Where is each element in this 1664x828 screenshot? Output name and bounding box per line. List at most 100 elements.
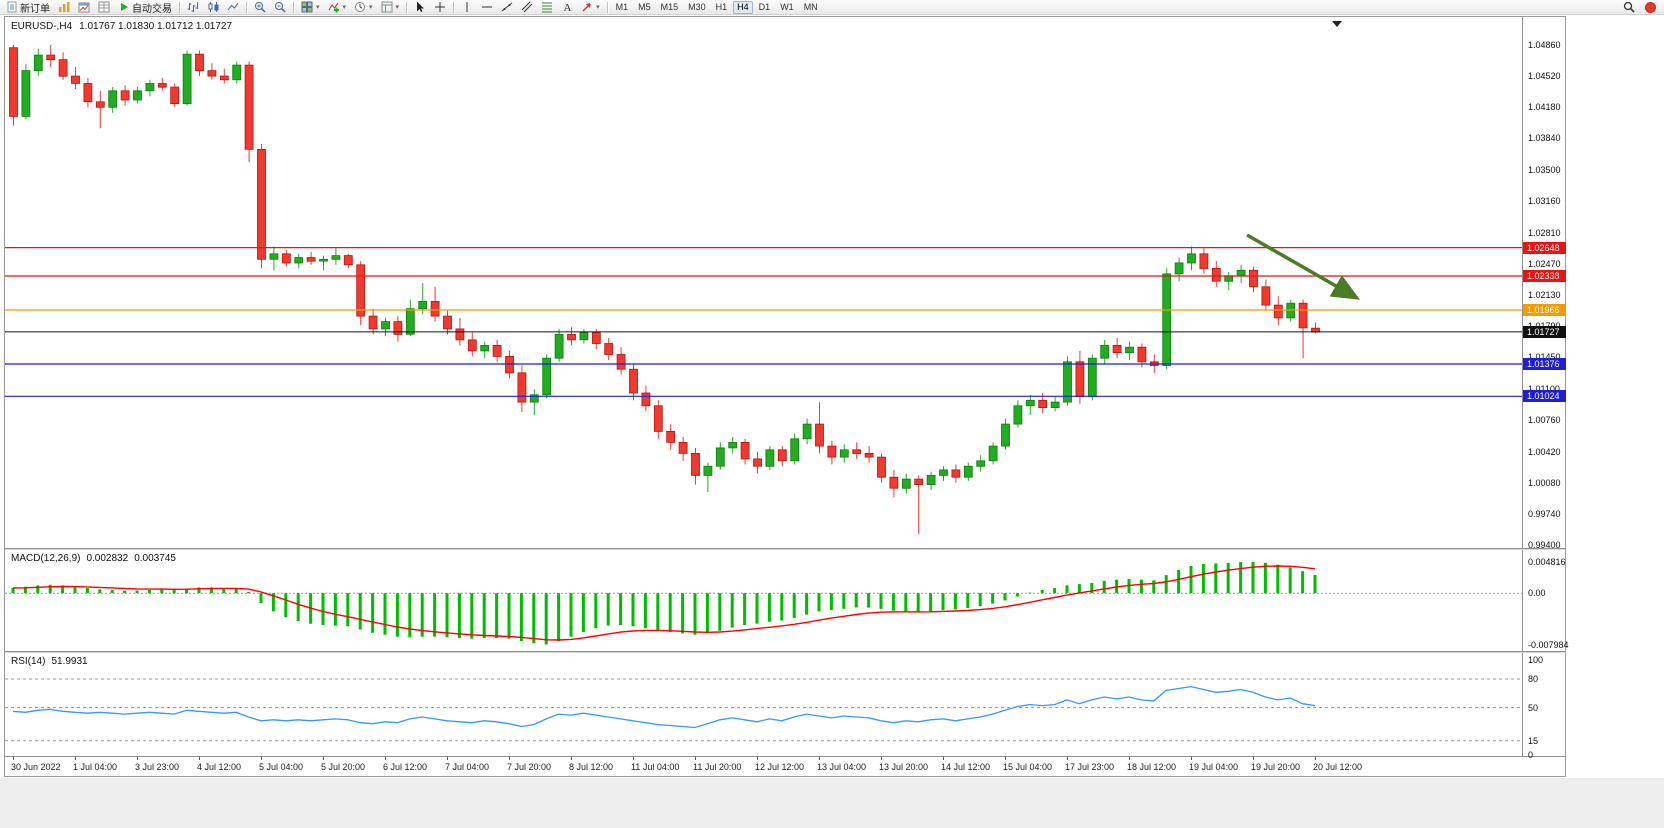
crosshair-tool-button[interactable] (431, 1, 449, 14)
pane-separator[interactable] (5, 548, 1565, 550)
price-axis-label: 1.03160 (1528, 196, 1561, 206)
rsi-value: 51.9931 (51, 656, 88, 667)
hline-icon (482, 6, 493, 8)
timeframe-d1-button[interactable]: D1 (755, 1, 775, 14)
timeframe-h4-button[interactable]: H4 (733, 0, 753, 14)
time-axis-label: 19 Jul 04:00 (1189, 762, 1239, 772)
timeframe-mn-button[interactable]: MN (800, 1, 822, 14)
templates-button[interactable]: ▾ (378, 1, 403, 14)
vertical-line-tool-button[interactable] (458, 1, 476, 14)
pane-separator[interactable] (5, 651, 1565, 653)
scroll-to-end-marker[interactable] (1332, 21, 1342, 27)
periods-button[interactable]: ▾ (351, 1, 376, 14)
text-tool-button[interactable]: A (558, 1, 576, 14)
rsi-panel[interactable] (5, 653, 1522, 756)
time-tick (509, 757, 510, 760)
price-axis-label: 1.04860 (1528, 40, 1561, 50)
macd-panel[interactable] (5, 550, 1522, 651)
timeframe-m30-button[interactable]: M30 (684, 1, 710, 14)
time-tick (13, 757, 14, 760)
time-tick (199, 757, 200, 760)
time-tick (943, 757, 944, 760)
toolbar-separator (453, 1, 455, 13)
time-axis-label: 12 Jul 12:00 (755, 762, 805, 772)
time-axis-label: 18 Jul 12:00 (1127, 762, 1177, 772)
time-tick (323, 757, 324, 760)
dropdown-caret-icon: ▾ (342, 4, 347, 11)
macd-main-value: 0.002832 (86, 553, 129, 564)
channel-icon (521, 1, 533, 13)
zoom-out-icon (275, 2, 286, 13)
line-icon (227, 2, 239, 11)
price-axis-label: 1.00760 (1528, 415, 1561, 425)
bars-icon (187, 2, 198, 12)
time-axis-label: 4 Jul 12:00 (197, 762, 242, 772)
notification-badge[interactable] (1645, 1, 1656, 13)
toolbar-separator (246, 1, 247, 13)
bar-chart-type-button[interactable] (184, 1, 202, 14)
time-tick (75, 757, 76, 760)
price-axis-label: 1.04520 (1528, 71, 1561, 81)
time-axis-label: 3 Jul 23:00 (135, 762, 180, 772)
rsi-axis-label: 50 (1528, 703, 1539, 713)
candle-chart-type-button[interactable] (204, 1, 222, 14)
cursor-tool-button[interactable] (411, 1, 429, 14)
timeframe-m15-button[interactable]: M15 (657, 1, 683, 14)
time-tick (1067, 757, 1068, 760)
timeframe-m1-button[interactable]: M1 (612, 1, 633, 14)
timeframe-m5-button[interactable]: M5 (634, 1, 655, 14)
dropdown-caret-icon: ▾ (369, 4, 373, 11)
chart-symbol-period: EURUSD-,H4 (11, 21, 73, 32)
price-axis: 1.04860 1.04520 1.04180 1.03840 1.03500 1.031… (1522, 17, 1569, 760)
charts-icon (59, 2, 70, 12)
macd-signal-line (12, 565, 1316, 641)
horizontal-line-tool-button[interactable] (478, 1, 496, 14)
rsi-line (12, 685, 1316, 729)
play-icon (121, 3, 128, 11)
toolbar-separator (179, 1, 180, 13)
arrows-tool-button[interactable]: ▾ (578, 1, 603, 14)
clock-icon (355, 2, 366, 12)
new-chart-button[interactable]: ▾ (298, 1, 323, 14)
time-axis-label: 5 Jul 04:00 (259, 762, 304, 772)
time-tick (1315, 757, 1316, 760)
profiles-button[interactable] (75, 1, 93, 14)
timeframe-w1-button[interactable]: W1 (776, 1, 798, 14)
fibonacci-tool-button[interactable] (538, 1, 556, 14)
crosshair-icon (435, 2, 446, 12)
timeframe-h1-button[interactable]: H1 (712, 1, 732, 14)
zoom-out-button[interactable] (271, 1, 289, 14)
time-tick (819, 757, 820, 760)
price-badge-1.01024: 1.01024 (1523, 390, 1566, 402)
charts-button[interactable] (55, 1, 73, 14)
rsi-axis-label: 15 (1528, 736, 1539, 746)
rsi-name: RSI(14) (11, 656, 46, 667)
trendline-tool-button[interactable] (498, 1, 516, 14)
toolbar-separator (406, 1, 408, 13)
chart-window: EURUSD-,H4 1.01767 1.01830 1.01712 1.0172… (4, 16, 1569, 777)
price-axis-label: 1.00420 (1528, 447, 1561, 457)
zoom-in-button[interactable] (251, 1, 269, 14)
dropdown-caret-icon: ▾ (395, 4, 400, 11)
autotrading-button[interactable]: 自动交易 (115, 1, 175, 15)
search-button[interactable] (1620, 1, 1638, 14)
toolbar-separator (293, 1, 294, 13)
line-chart-type-button[interactable] (224, 1, 242, 14)
indicators-button[interactable]: ▾ (325, 1, 350, 14)
channel-tool-button[interactable] (518, 1, 536, 14)
time-tick (385, 757, 386, 760)
main-price-chart[interactable] (5, 17, 1522, 548)
time-axis-label: 6 Jul 12:00 (383, 762, 428, 772)
price-axis-label: 1.02810 (1528, 228, 1561, 238)
price-badge-1.02338: 1.02338 (1523, 270, 1566, 282)
annotation-arrow[interactable] (1246, 233, 1361, 300)
new-order-button[interactable]: 新订单 (3, 1, 53, 15)
time-tick (757, 757, 758, 760)
market-watch-button[interactable] (95, 1, 113, 14)
vline-icon (466, 2, 468, 12)
market-watch-icon (98, 1, 110, 13)
price-axis-label: 1.02470 (1528, 259, 1561, 269)
time-axis: 30 Jun 2022 1 Jul 04:00 3 Jul 23:00 4 Jul 1… (5, 756, 1565, 776)
price-axis-label: 1.01450 (1528, 352, 1561, 362)
time-tick (1253, 757, 1254, 760)
